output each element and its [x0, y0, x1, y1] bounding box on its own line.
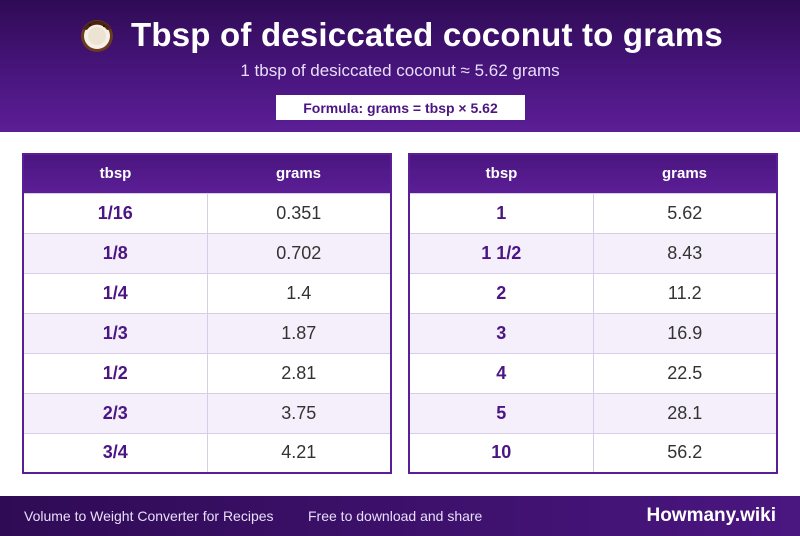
- subtitle: 1 tbsp of desiccated coconut ≈ 5.62 gram…: [240, 61, 560, 80]
- cell-grams: 22.5: [593, 352, 777, 393]
- table-header-row: tbsp grams: [23, 154, 391, 193]
- cell-tbsp: 1/16: [23, 192, 208, 233]
- cell-grams: 4.21: [207, 432, 391, 473]
- cell-grams: 5.62: [593, 192, 777, 233]
- cell-grams: 2.81: [207, 352, 391, 393]
- column-header-grams: grams: [593, 154, 777, 193]
- footer-share-note: Free to download and share: [308, 508, 483, 524]
- table-row: 4 22.5: [409, 352, 777, 393]
- cell-tbsp: 10: [409, 432, 594, 473]
- table-header-row: tbsp grams: [409, 154, 777, 193]
- conversion-table-left: tbsp grams 1/16 0.351 1/8 0.702 1/4 1.4 1/3…: [22, 153, 392, 474]
- table-row: 2 11.2: [409, 272, 777, 313]
- table-row: 1 5.62: [409, 192, 777, 233]
- cell-tbsp: 1/3: [23, 312, 208, 353]
- table-row: 1/8 0.702: [23, 232, 391, 273]
- table-row: 1/3 1.87: [23, 312, 391, 353]
- cell-tbsp: 1: [409, 192, 594, 233]
- column-header-grams: grams: [207, 154, 391, 193]
- table-row: 2/3 3.75: [23, 392, 391, 433]
- cell-tbsp: 1 1/2: [409, 232, 594, 273]
- header: Tbsp of desiccated coconut to grams 1 tb…: [0, 0, 800, 132]
- cell-grams: 11.2: [593, 272, 777, 313]
- coconut-icon: [81, 20, 114, 52]
- cell-tbsp: 3/4: [23, 432, 208, 473]
- cell-tbsp: 3: [409, 312, 594, 353]
- cell-grams: 1.4: [207, 272, 391, 313]
- table-row: 1 1/2 8.43: [409, 232, 777, 273]
- cell-grams: 3.75: [207, 392, 391, 433]
- table-row: 10 56.2: [409, 432, 777, 473]
- column-header-tbsp: tbsp: [23, 154, 207, 193]
- conversion-table-right: tbsp grams 1 5.62 1 1/2 8.43 2 11.2 3 16.9 4…: [408, 153, 778, 474]
- cell-tbsp: 4: [409, 352, 594, 393]
- table-row: 5 28.1: [409, 392, 777, 433]
- cell-tbsp: 1/2: [23, 352, 208, 393]
- cell-grams: 0.351: [207, 192, 391, 233]
- cell-grams: 56.2: [593, 432, 777, 473]
- footer-tagline: Volume to Weight Converter for Recipes: [24, 508, 274, 524]
- cell-grams: 0.702: [207, 232, 391, 273]
- cell-grams: 1.87: [207, 312, 391, 353]
- table-row: 3/4 4.21: [23, 432, 391, 473]
- cell-grams: 8.43: [593, 232, 777, 273]
- formula-badge: Formula: grams = tbsp × 5.62: [276, 95, 525, 120]
- table-row: 1/2 2.81: [23, 352, 391, 393]
- footer: Volume to Weight Converter for Recipes F…: [0, 496, 800, 536]
- cell-tbsp: 2: [409, 272, 594, 313]
- cell-tbsp: 5: [409, 392, 594, 433]
- cell-tbsp: 1/8: [23, 232, 208, 273]
- column-header-tbsp: tbsp: [409, 154, 593, 193]
- cell-tbsp: 2/3: [23, 392, 208, 433]
- cell-tbsp: 1/4: [23, 272, 208, 313]
- page-title: Tbsp of desiccated coconut to grams: [131, 16, 723, 53]
- cell-grams: 16.9: [593, 312, 777, 353]
- table-row: 3 16.9: [409, 312, 777, 353]
- cell-grams: 28.1: [593, 392, 777, 433]
- title-row: Tbsp of desiccated coconut to grams: [0, 12, 800, 58]
- brand-link[interactable]: Howmany.wiki: [646, 505, 776, 526]
- table-row: 1/4 1.4: [23, 272, 391, 313]
- table-row: 1/16 0.351: [23, 192, 391, 233]
